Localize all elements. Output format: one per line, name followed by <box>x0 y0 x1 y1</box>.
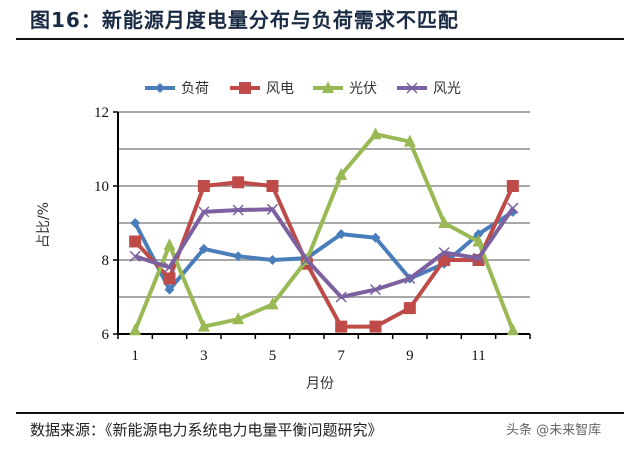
legend: 负荷 风电 光伏 风光 <box>145 81 461 97</box>
legend-item: 风光 <box>397 81 461 97</box>
x-tick-label: 5 <box>269 348 277 364</box>
series-x <box>129 202 519 303</box>
legend-item: 风电 <box>230 81 294 97</box>
y-tick-label: 10 <box>94 179 109 195</box>
legend-label: 光伏 <box>349 81 377 97</box>
line-chart: 负荷 风电 光伏 风光 6 8 10 12 1 3 5 7 9 11 占比/% 月份 <box>36 81 531 392</box>
title-divider <box>16 38 624 40</box>
y-axis-title: 占比/% <box>36 202 52 248</box>
footer-divider <box>16 412 624 414</box>
x-tick-label: 11 <box>471 348 485 364</box>
x-tick-label: 7 <box>337 348 345 364</box>
x-tick-label: 9 <box>406 348 414 364</box>
x-tick-label: 1 <box>131 348 139 364</box>
x-axis-title: 月份 <box>306 376 334 392</box>
watermark: 头条 @未来智库 <box>506 423 602 438</box>
legend-item: 负荷 <box>145 81 209 97</box>
legend-label: 负荷 <box>181 81 209 97</box>
y-tick-label: 6 <box>102 327 110 343</box>
legend-label: 风电 <box>266 81 294 97</box>
y-tick-label: 12 <box>94 105 109 121</box>
chart-title: 图16：新能源月度电量分布与负荷需求不匹配 <box>30 8 459 32</box>
legend-label: 风光 <box>433 81 461 97</box>
y-tick-label: 8 <box>102 253 110 269</box>
legend-item: 光伏 <box>313 81 377 97</box>
axes: 6 8 10 12 1 3 5 7 9 11 <box>94 105 531 364</box>
x-tick-label: 3 <box>200 348 208 364</box>
series-lines <box>129 127 519 336</box>
series-square <box>129 176 519 333</box>
data-source: 数据来源：《新能源电力系统电力电量平衡问题研究》 <box>30 421 383 439</box>
